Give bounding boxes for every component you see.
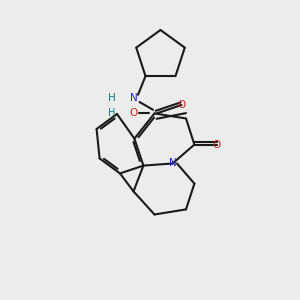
Text: N: N [169, 158, 176, 169]
Text: H: H [108, 93, 116, 103]
Text: H: H [108, 108, 115, 118]
Text: O: O [177, 100, 186, 110]
Text: N: N [130, 93, 137, 103]
Text: O: O [129, 108, 138, 118]
Text: O: O [212, 140, 221, 150]
